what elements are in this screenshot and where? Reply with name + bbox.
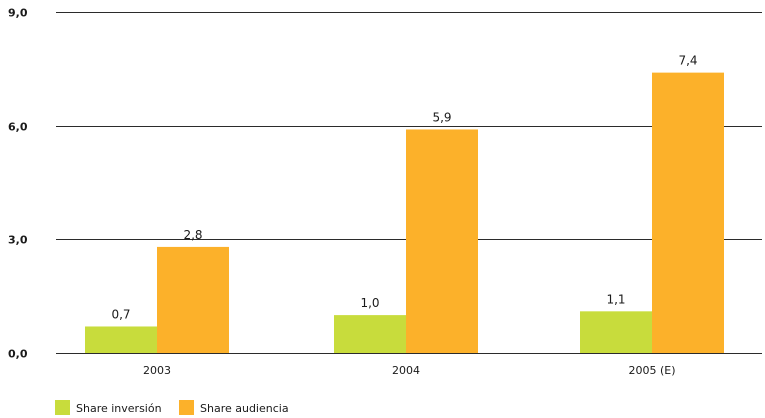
data-label: 1,0: [360, 296, 379, 310]
bar: [157, 246, 229, 353]
bar: [334, 315, 406, 353]
data-label: 1,1: [606, 292, 625, 306]
data-label: 7,4: [678, 54, 697, 68]
data-label: 5,9: [432, 110, 451, 124]
legend-label: Share audiencia: [200, 402, 289, 415]
y-tick-label: 3,0: [8, 234, 28, 247]
legend-label: Share inversión: [76, 402, 162, 415]
data-label: 2,8: [183, 228, 202, 242]
x-tick-label: 2004: [392, 364, 420, 377]
gridlines: [56, 12, 762, 354]
y-tick-label: 6,0: [8, 121, 28, 134]
bar: [406, 129, 478, 353]
bars: 0,7 2,8 1,0 5,9 1,1 7,4: [85, 54, 724, 353]
y-tick-label: 0,0: [8, 348, 28, 361]
x-axis-labels: 2003 2004 2005 (E): [143, 364, 676, 377]
y-axis-ticks: 0,0 3,0 6,0 9,0: [8, 7, 28, 361]
bar: [85, 326, 157, 353]
bar: [652, 72, 724, 353]
x-tick-label: 2005 (E): [628, 364, 675, 377]
y-tick-label: 9,0: [8, 7, 28, 20]
legend-swatch: [179, 400, 194, 415]
legend: Share inversión Share audiencia: [55, 400, 289, 415]
x-tick-label: 2003: [143, 364, 171, 377]
legend-swatch: [55, 400, 70, 415]
data-label: 0,7: [111, 307, 130, 321]
bar: [580, 311, 652, 353]
